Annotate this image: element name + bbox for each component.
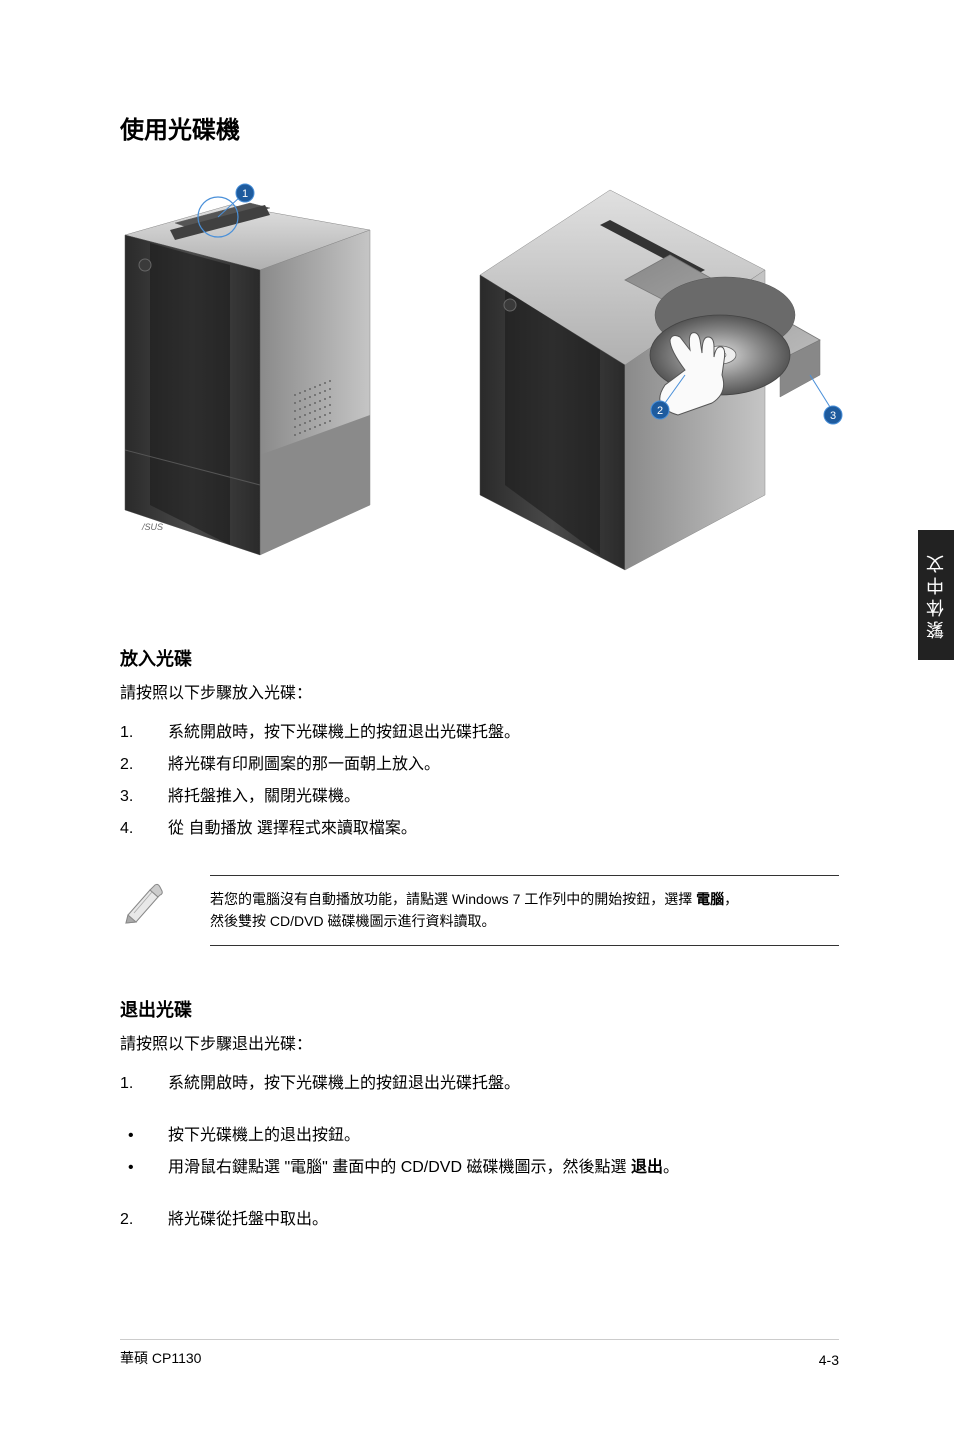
bullet-item: •按下光碟機上的退出按鈕。 — [120, 1120, 839, 1152]
side-tab-label: 繁体中文 — [923, 551, 949, 639]
svg-text:1: 1 — [242, 188, 248, 200]
step-num: 1. — [120, 1068, 168, 1100]
svg-text:3: 3 — [830, 410, 836, 422]
step-item: 1.系統開啟時，按下光碟機上的按鈕退出光碟托盤。 — [120, 717, 839, 749]
page-footer: 華碩 CP1130 4-3 — [120, 1339, 839, 1368]
bullet-dot: • — [120, 1152, 168, 1184]
eject-bullets: •按下光碟機上的退出按鈕。 •用滑鼠右鍵點選 "電腦" 畫面中的 CD/DVD … — [120, 1120, 839, 1184]
note-line2: 然後雙按 CD/DVD 磁碟機圖示進行資料讀取。 — [210, 913, 495, 929]
step-text: 從 自動播放 選擇程式來讀取檔案。 — [168, 813, 417, 845]
tower-closed-illustration: /SUS 1 — [120, 175, 400, 575]
step-num: 2. — [120, 1204, 168, 1236]
svg-text:2: 2 — [657, 405, 663, 417]
bullet-text: 用滑鼠右鍵點選 "電腦" 畫面中的 CD/DVD 磁碟機圖示，然後點選 退出。 — [168, 1152, 679, 1184]
step-item: 3.將托盤推入，關閉光碟機。 — [120, 781, 839, 813]
eject-steps: 1.系統開啟時，按下光碟機上的按鈕退出光碟托盤。 — [120, 1068, 839, 1100]
insert-subtitle: 請按照以下步驟放入光碟： — [120, 679, 839, 703]
bullet-dot: • — [120, 1120, 168, 1152]
side-language-tab: 繁体中文 — [918, 530, 954, 660]
note-text: 若您的電腦沒有自動播放功能，請點選 Windows 7 工作列中的開始按鈕，選擇… — [210, 888, 839, 933]
step-num: 4. — [120, 813, 168, 845]
footer-page-number: 4-3 — [819, 1352, 839, 1368]
pencil-icon — [120, 875, 210, 930]
insert-steps: 1.系統開啟時，按下光碟機上的按鈕退出光碟托盤。 2.將光碟有印刷圖案的那一面朝… — [120, 717, 839, 845]
step-text: 將光碟有印刷圖案的那一面朝上放入。 — [168, 749, 440, 781]
insert-title: 放入光碟 — [120, 645, 839, 671]
svg-text:/SUS: /SUS — [141, 522, 163, 532]
step-text: 將光碟從托盤中取出。 — [168, 1204, 328, 1236]
tower-open-illustration: 2 3 — [470, 175, 850, 575]
eject-title: 退出光碟 — [120, 996, 839, 1022]
step-num: 2. — [120, 749, 168, 781]
note-block: 若您的電腦沒有自動播放功能，請點選 Windows 7 工作列中的開始按鈕，選擇… — [120, 875, 839, 946]
step-num: 1. — [120, 717, 168, 749]
note-line1-post: ， — [724, 891, 738, 907]
main-title: 使用光碟機 — [120, 110, 839, 145]
step-item: 2.將光碟有印刷圖案的那一面朝上放入。 — [120, 749, 839, 781]
bullet-text: 按下光碟機上的退出按鈕。 — [168, 1120, 360, 1152]
bullet-item: •用滑鼠右鍵點選 "電腦" 畫面中的 CD/DVD 磁碟機圖示，然後點選 退出。 — [120, 1152, 839, 1184]
illustration-row: /SUS 1 — [120, 175, 839, 585]
step-text: 系統開啟時，按下光碟機上的按鈕退出光碟托盤。 — [168, 1068, 520, 1100]
step-text: 系統開啟時，按下光碟機上的按鈕退出光碟托盤。 — [168, 717, 520, 749]
note-line1-pre: 若您的電腦沒有自動播放功能，請點選 Windows 7 工作列中的開始按鈕，選擇 — [210, 891, 696, 907]
step-num: 3. — [120, 781, 168, 813]
note-line1-bold: 電腦 — [696, 891, 724, 907]
step-item: 2.將光碟從托盤中取出。 — [120, 1204, 839, 1236]
eject-subtitle: 請按照以下步驟退出光碟： — [120, 1030, 839, 1054]
step-text: 將托盤推入，關閉光碟機。 — [168, 781, 360, 813]
eject-steps-2: 2.將光碟從托盤中取出。 — [120, 1204, 839, 1236]
step-item: 4.從 自動播放 選擇程式來讀取檔案。 — [120, 813, 839, 845]
note-text-wrap: 若您的電腦沒有自動播放功能，請點選 Windows 7 工作列中的開始按鈕，選擇… — [210, 875, 839, 946]
footer-model: 華碩 CP1130 — [120, 1348, 201, 1368]
step-item: 1.系統開啟時，按下光碟機上的按鈕退出光碟托盤。 — [120, 1068, 839, 1100]
